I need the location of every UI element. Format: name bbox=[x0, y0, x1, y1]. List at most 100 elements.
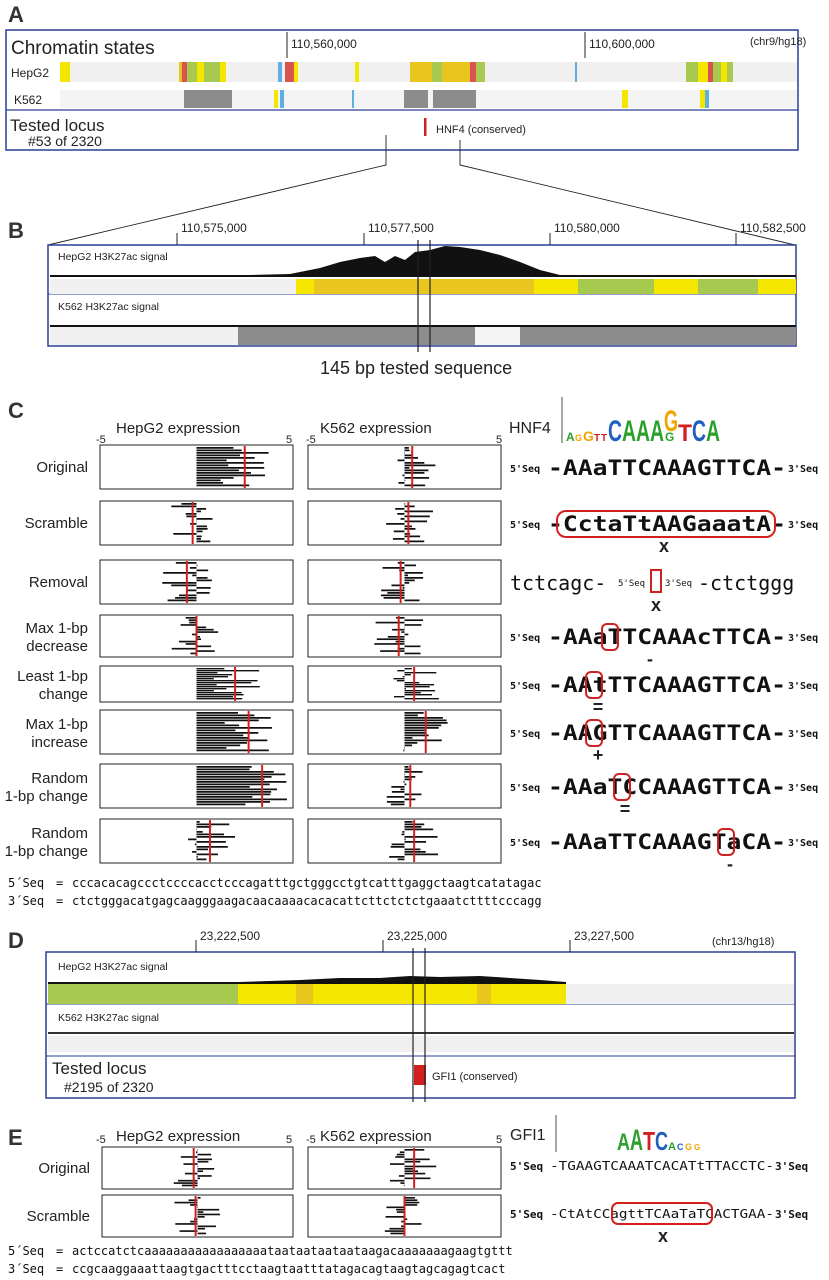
e-hepg2-box-bar bbox=[196, 1151, 198, 1154]
c-hepg2-box-bar bbox=[196, 692, 242, 694]
e-seq-prefix: 5'Seq bbox=[510, 1208, 543, 1221]
c-seq-motif: -AAaTTCAAAGTTCA- bbox=[548, 456, 786, 480]
c-k562-box-bar bbox=[396, 680, 405, 682]
e-row-1: Scramble 5'Seq -CtAtCCagttTCAaTaTCACTGAA- 3… bbox=[27, 1194, 808, 1246]
e-hepg2-box-bar bbox=[197, 1211, 204, 1213]
e-hepg2-header: HepG2 expression bbox=[116, 1128, 240, 1145]
svg-text:C: C bbox=[608, 415, 622, 448]
svg-text:G: G bbox=[694, 1143, 700, 1152]
c-effect-mark: + bbox=[593, 745, 604, 765]
c-k562-box-bar bbox=[404, 828, 434, 831]
c-seq-suffix: 3'Seq bbox=[788, 520, 818, 531]
c-hepg2-box-bar bbox=[167, 599, 197, 602]
c-k562-box-bar bbox=[404, 540, 425, 543]
c-k562-box-bar bbox=[404, 582, 410, 584]
svg-text:A: A bbox=[636, 415, 650, 448]
e-hepg2-box-bar bbox=[197, 1165, 199, 1168]
c-hepg2-axis-min: -5 bbox=[96, 434, 106, 446]
panel-d-letter: D bbox=[8, 928, 24, 953]
e-hepg2-box-bar bbox=[197, 1227, 206, 1230]
c-hepg2-box-bar bbox=[178, 640, 197, 643]
e-k562-box-bar bbox=[404, 1201, 420, 1204]
c-hepg2-box-bar bbox=[173, 533, 197, 535]
c-hepg2-box-bar bbox=[196, 508, 207, 510]
svg-text:A: A bbox=[650, 415, 664, 448]
c-k562-box-bar bbox=[404, 505, 415, 508]
c-hepg2-box-bar bbox=[196, 474, 266, 477]
c-k562-box-bar bbox=[404, 724, 442, 727]
c-hepg2-box-bar bbox=[196, 467, 265, 469]
c-sub-ring bbox=[585, 671, 603, 699]
e-k562-axis-max: 5 bbox=[496, 1134, 502, 1146]
c-k562-box-bar bbox=[403, 749, 405, 752]
c-k562-box-bar bbox=[400, 518, 405, 520]
c-k562-box-bar bbox=[404, 848, 421, 851]
c-k562-box-bar bbox=[383, 597, 405, 599]
e-hepg2-box-bar bbox=[174, 1201, 198, 1204]
c-hepg2-box-bar bbox=[185, 513, 197, 515]
c-k562-box-bar bbox=[404, 645, 421, 648]
e-hepg2-box-bar bbox=[185, 1172, 198, 1175]
hepg2-h3k27ac-signal-d bbox=[48, 976, 566, 984]
c-hepg2-box-bar bbox=[196, 821, 200, 823]
c-k562-box-bar bbox=[404, 503, 406, 505]
c-hepg2-box-bar bbox=[196, 776, 272, 778]
c-hepg2-box-bar bbox=[196, 773, 286, 776]
e-hepg2-box-bar bbox=[197, 1216, 205, 1218]
c-hepg2-box-bar bbox=[195, 828, 197, 831]
svg-text:T: T bbox=[601, 433, 607, 444]
c-hepg2-box-bar bbox=[188, 838, 197, 841]
c-hepg2-box-bar bbox=[196, 696, 234, 698]
c-removal-ring bbox=[650, 569, 662, 593]
c-k562-box-bar bbox=[389, 856, 405, 858]
c-k562-box-bar bbox=[404, 572, 423, 574]
hnf4-site-mark bbox=[424, 118, 427, 136]
c-k562-box-bar bbox=[391, 584, 405, 587]
e-k562-box-bar bbox=[404, 1218, 408, 1221]
e-seq-prefix: 5'Seq bbox=[510, 1160, 543, 1173]
panel-b-frame bbox=[47, 244, 797, 347]
c-seq-suffix: 3'Seq bbox=[788, 729, 818, 740]
c-seq5-label: 5´Seq bbox=[8, 876, 44, 890]
c-k562-box-bar bbox=[404, 449, 410, 452]
c-hepg2-box-bar bbox=[196, 724, 240, 727]
c-hepg2-box-bar bbox=[196, 626, 207, 629]
c-k562-box-bar bbox=[404, 838, 406, 841]
c-k562-box-bar bbox=[386, 523, 405, 525]
e-row-label: Scramble bbox=[27, 1208, 90, 1225]
c-k562-box-bar bbox=[404, 737, 413, 739]
c-k562-box-bar bbox=[404, 712, 424, 714]
c-k562-box-bar bbox=[404, 841, 427, 843]
c-seq-prefix: 5'Seq bbox=[510, 633, 540, 644]
c-k562-box-bar bbox=[404, 510, 433, 513]
c-hepg2-box-bar bbox=[196, 459, 227, 462]
c-seq-prefix: 5'Seq bbox=[510, 464, 540, 475]
c-hepg2-box-bar bbox=[186, 589, 197, 592]
panel-d-frame bbox=[45, 951, 796, 1099]
e-k562-box-bar bbox=[404, 1158, 430, 1161]
c-k562-box-bar bbox=[404, 692, 421, 694]
e-seq5-eq: = bbox=[56, 1244, 63, 1258]
c-k562-box-bar bbox=[396, 617, 405, 619]
c-hepg2-box-bar bbox=[196, 449, 242, 452]
c-seq-suffix: 3'Seq bbox=[788, 464, 818, 475]
track-b-k562-label: K562 H3K27ac signal bbox=[58, 301, 159, 313]
c-k562-box-bar bbox=[404, 462, 425, 464]
c-hepg2-box-bar bbox=[196, 528, 208, 530]
c-k562-box-bar bbox=[404, 773, 406, 776]
c-hepg2-box-bar bbox=[185, 617, 197, 619]
track-d-hepg2-states bbox=[48, 984, 794, 1004]
svg-text:G: G bbox=[575, 433, 582, 443]
hnf4-motif-name: HNF4 bbox=[509, 420, 551, 437]
zoom-line-right bbox=[459, 140, 796, 246]
k562-h3k27ac-signal-d bbox=[48, 1032, 794, 1034]
c-k562-box-bar bbox=[404, 535, 421, 538]
c-row-label: Max 1-bp bbox=[25, 716, 88, 733]
c-k562-box-bar bbox=[399, 569, 405, 572]
c-k562-axis-min: -5 bbox=[306, 434, 316, 446]
hepg2-h3k27ac-signal-b bbox=[50, 246, 796, 277]
c-seq-motif: -AAGTTCAAAGTTCA- bbox=[548, 721, 786, 745]
c-k562-box-bar bbox=[404, 690, 436, 692]
